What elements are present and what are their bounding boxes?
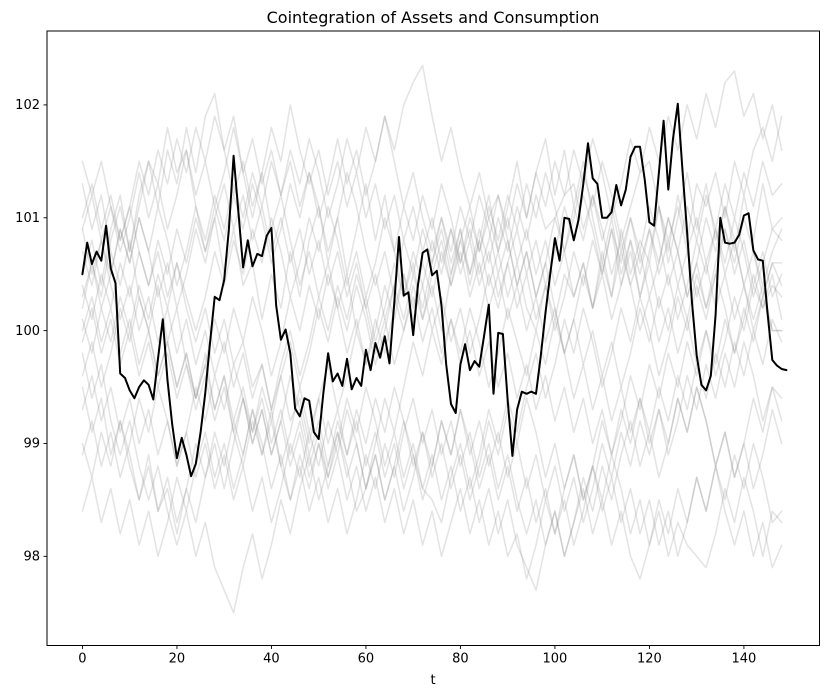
background-series-path: [81, 352, 783, 614]
x-tick-label: 80: [452, 652, 469, 667]
background-series-path: [81, 183, 783, 512]
background-series-path: [81, 194, 783, 535]
background-series-path: [81, 171, 783, 456]
x-tick-label: 120: [637, 652, 662, 667]
y-tick-label: 98: [23, 550, 40, 565]
background-series-path: [81, 386, 783, 569]
background-series-path: [81, 273, 783, 524]
y-tick-label: 102: [15, 98, 40, 113]
background-series-path: [81, 160, 783, 445]
background-series-path: [81, 64, 783, 321]
y-tick-label: 101: [15, 211, 40, 226]
background-series-path: [81, 160, 783, 321]
series-layer: [81, 64, 788, 614]
background-series-path: [81, 126, 783, 332]
background-series-path: [81, 397, 783, 580]
x-tick-label: 60: [358, 652, 375, 667]
x-tick-label: 0: [78, 652, 86, 667]
background-series-path: [81, 318, 783, 580]
axis-layer: 0 20 40 60 80 100 120 140 98 99 100 101 102: [15, 98, 756, 666]
background-series-path: [81, 296, 783, 591]
y-tick-label: 99: [23, 437, 40, 452]
chart-title: Cointegration of Assets and Consumption: [267, 8, 600, 27]
x-tick-label: 100: [542, 652, 567, 667]
y-tick-label: 100: [15, 324, 40, 339]
background-series-path: [81, 104, 783, 332]
background-series-path: [81, 92, 783, 354]
x-tick-label: 140: [731, 652, 756, 667]
x-tick-label: 40: [263, 652, 280, 667]
axes-frame: [46, 30, 820, 646]
x-tick-label: 20: [169, 652, 186, 667]
x-axis-label: t: [430, 673, 435, 688]
background-series-path: [81, 386, 783, 558]
background-series-path: [81, 183, 783, 400]
background-series-path: [81, 115, 783, 332]
highlighted-series-path: [81, 102, 788, 478]
